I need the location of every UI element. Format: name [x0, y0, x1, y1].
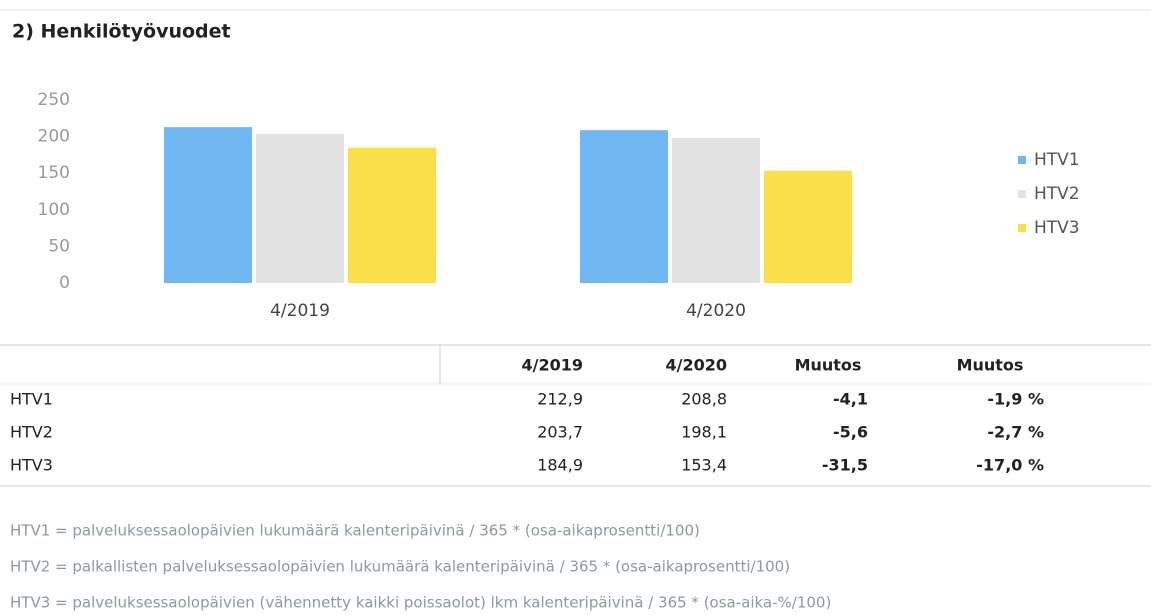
y-tick-label: 100	[38, 200, 70, 220]
row-label: HTV1	[10, 390, 53, 409]
table-cell: -31,5	[822, 456, 868, 475]
bar	[348, 147, 436, 283]
bar	[256, 133, 344, 283]
bar	[164, 127, 252, 284]
bar	[580, 130, 668, 283]
table-cell: 198,1	[681, 423, 727, 442]
note: HTV2 = palkallisten palveluksessaolopäiv…	[10, 558, 790, 576]
note: HTV1 = palveluksessaolopäivien lukumäärä…	[10, 522, 700, 540]
table-header: 4/2020	[665, 356, 727, 375]
note: HTV3 = palveluksessaolopäivien (vähennet…	[10, 594, 831, 612]
table-cell: 212,9	[537, 390, 583, 409]
legend-swatch	[1018, 156, 1026, 164]
y-tick-label: 0	[59, 273, 70, 293]
title: 2) Henkilötyövuodet	[12, 21, 231, 43]
y-tick-label: 150	[38, 163, 70, 183]
legend-swatch	[1018, 190, 1026, 198]
table-cell: 203,7	[537, 423, 583, 442]
x-tick-label: 4/2019	[270, 301, 330, 321]
table-cell: -17,0 %	[976, 456, 1044, 475]
table-header: 4/2019	[521, 356, 583, 375]
bar	[764, 170, 852, 283]
legend-swatch	[1018, 224, 1026, 232]
table-header: Muutos	[795, 356, 862, 375]
row-label: HTV3	[10, 456, 53, 475]
table-cell: -5,6	[833, 423, 868, 442]
table-cell: 184,9	[537, 456, 583, 475]
table-cell: -4,1	[833, 390, 868, 409]
bar	[672, 137, 760, 283]
y-tick-label: 50	[48, 236, 70, 256]
legend-label: HTV2	[1034, 184, 1080, 204]
row-label: HTV2	[10, 423, 53, 442]
table-header: Muutos	[957, 356, 1024, 375]
table-cell: -1,9 %	[987, 390, 1044, 409]
y-tick-label: 200	[38, 127, 70, 147]
table-cell: 208,8	[681, 390, 727, 409]
y-tick-label: 250	[38, 90, 70, 110]
x-tick-label: 4/2020	[686, 301, 746, 321]
table-cell: 153,4	[681, 456, 727, 475]
legend-label: HTV3	[1034, 218, 1080, 238]
legend-label: HTV1	[1034, 150, 1080, 170]
table-cell: -2,7 %	[987, 423, 1044, 442]
